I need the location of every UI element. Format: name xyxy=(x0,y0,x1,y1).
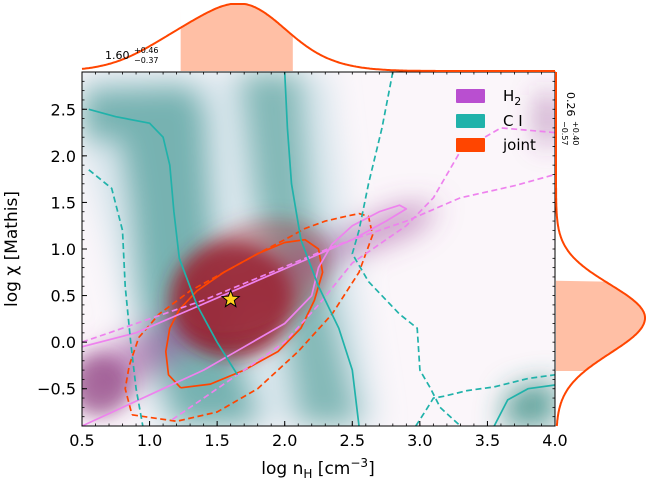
x-tick-label: 0.5 xyxy=(69,431,94,450)
contour-ci-outer-right xyxy=(351,72,461,426)
right-marginal-plus: +0.40 xyxy=(571,121,580,146)
best-fit-star-icon xyxy=(220,288,241,308)
right-marginal-interval-fill xyxy=(556,280,645,371)
x-tick-label: 2.5 xyxy=(340,431,365,450)
top-marginal-median: 1.60 xyxy=(105,49,130,62)
x-tick-label: 1.5 xyxy=(204,431,229,450)
y-tick-label: −0.5 xyxy=(37,380,76,399)
contour-ci-inner-left xyxy=(88,108,239,376)
right-marginal-minus: −0.57 xyxy=(560,121,569,146)
right-marginal-curve xyxy=(555,72,646,427)
top-marginal-minus: −0.37 xyxy=(134,56,159,65)
legend: H2 C I joint xyxy=(456,87,536,154)
x-tick-label: 3.0 xyxy=(407,431,432,450)
top-marginal: 1.60 +0.46 −0.37 xyxy=(81,3,555,72)
legend-ci-label: C I xyxy=(503,112,523,130)
x-axis-label: log nH [cm−3] xyxy=(261,456,374,481)
x-tick-label: 4.0 xyxy=(542,431,567,450)
y-tick-label: 1.5 xyxy=(51,193,76,212)
legend-joint-swatch xyxy=(456,138,485,152)
legend-ci-swatch xyxy=(456,114,485,128)
joint-density-halo xyxy=(169,218,331,342)
contour-h2-outer xyxy=(82,173,555,344)
contour-ci-inner-right xyxy=(283,72,360,426)
density-field xyxy=(82,72,555,426)
y-tick-label: 2.0 xyxy=(51,147,76,166)
x-tick-label: 2.0 xyxy=(272,431,297,450)
top-marginal-interval-fill xyxy=(180,4,293,71)
y-axis: −0.5 0.0 0.5 1.0 1.5 2.0 2.5 xyxy=(37,80,555,418)
contour-ci-outer-br xyxy=(415,373,555,426)
contour-joint-outer xyxy=(124,212,374,423)
h2-density-corner-left xyxy=(82,355,130,415)
contour-ci-outer-left xyxy=(88,169,144,426)
x-tick-label: 1.0 xyxy=(137,431,162,450)
x-axis: 0.5 1.0 1.5 2.0 2.5 3.0 3.5 4.0 xyxy=(69,72,568,450)
top-marginal-curve xyxy=(81,3,555,72)
contour-lines xyxy=(82,72,555,426)
contour-ci-inner-br xyxy=(493,384,555,426)
legend-h2-label: H2 xyxy=(503,87,521,108)
legend-h2-swatch xyxy=(456,89,485,103)
right-marginal: 0.26 +0.40 −0.57 xyxy=(555,72,646,427)
ci-density-corner xyxy=(500,380,555,426)
contour-h2-inner xyxy=(82,204,408,426)
y-axis-label: log χ [Mathis] xyxy=(2,191,22,307)
legend-joint-label: joint xyxy=(502,136,536,154)
y-tick-label: 0.5 xyxy=(51,287,76,306)
top-marginal-plus: +0.46 xyxy=(134,46,159,55)
x-tick-label: 3.5 xyxy=(475,431,500,450)
right-marginal-median: 0.26 xyxy=(564,92,577,117)
y-tick-label: 1.0 xyxy=(51,240,76,259)
h2-density-ridge xyxy=(82,205,440,410)
y-tick-label: 0.0 xyxy=(51,333,76,352)
contour-joint-inner xyxy=(164,238,324,389)
y-tick-label: 2.5 xyxy=(51,100,76,119)
